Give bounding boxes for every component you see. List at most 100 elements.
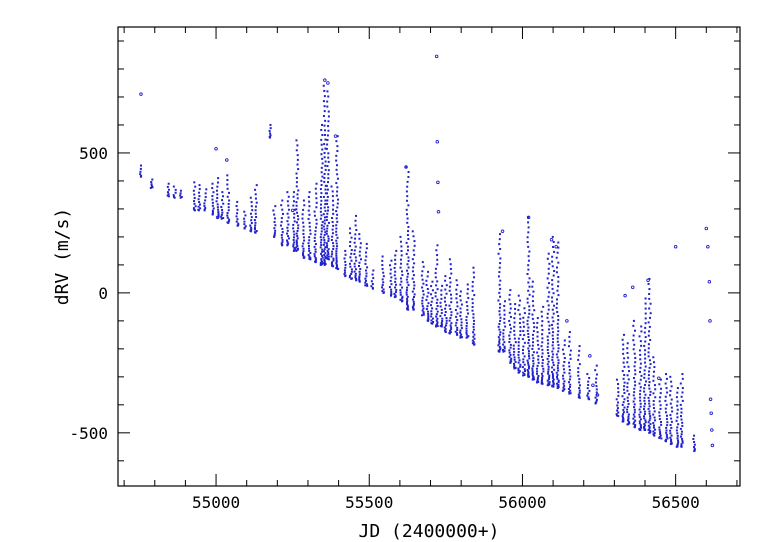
data-point	[623, 365, 626, 368]
data-point	[426, 295, 429, 298]
data-point	[456, 326, 459, 329]
data-point	[323, 222, 326, 225]
data-point	[647, 334, 650, 337]
data-point	[337, 267, 340, 270]
data-point	[615, 414, 618, 417]
data-point	[292, 204, 295, 207]
data-point	[274, 229, 277, 232]
data-point	[295, 246, 298, 249]
data-point	[436, 325, 439, 328]
data-point	[320, 238, 323, 241]
data-point	[324, 255, 327, 258]
data-cluster	[626, 342, 631, 426]
data-point	[586, 373, 589, 376]
data-point	[324, 257, 327, 260]
data-point	[523, 372, 526, 375]
data-point	[315, 197, 318, 200]
data-point	[528, 250, 531, 253]
data-point	[680, 418, 683, 421]
data-cluster	[272, 205, 277, 238]
data-point	[643, 410, 646, 413]
data-point	[294, 248, 297, 251]
data-point	[327, 252, 330, 255]
data-point	[652, 413, 655, 416]
data-point	[547, 295, 550, 298]
data-point	[540, 355, 543, 358]
data-point	[445, 292, 448, 295]
data-point	[371, 286, 374, 289]
data-point	[643, 331, 646, 334]
data-point	[327, 251, 330, 254]
data-point	[335, 256, 338, 259]
data-point	[472, 335, 475, 338]
data-point	[648, 292, 651, 295]
data-point	[528, 293, 531, 296]
data-point	[532, 351, 535, 354]
data-point	[531, 317, 534, 320]
data-point	[320, 183, 323, 186]
data-point	[666, 437, 669, 440]
data-point	[551, 376, 554, 379]
data-point	[320, 214, 323, 217]
data-point	[212, 191, 215, 194]
data-point	[510, 360, 513, 363]
data-point	[551, 279, 554, 282]
data-point	[421, 305, 424, 308]
data-point	[336, 177, 339, 180]
data-point	[644, 357, 647, 360]
data-point	[471, 339, 474, 342]
data-point	[394, 270, 397, 273]
data-point	[622, 377, 625, 380]
data-point	[287, 208, 290, 211]
data-point	[513, 333, 516, 336]
data-point	[353, 262, 356, 265]
data-point	[634, 329, 637, 332]
data-point	[556, 373, 559, 376]
data-point	[327, 95, 330, 98]
data-point	[430, 300, 433, 303]
data-point	[354, 219, 357, 222]
data-point	[220, 213, 223, 216]
data-point	[551, 323, 554, 326]
data-point	[639, 366, 642, 369]
data-point	[509, 307, 512, 310]
data-point	[513, 364, 516, 367]
outlier-point	[139, 92, 143, 96]
data-point	[536, 339, 539, 342]
data-point	[381, 290, 384, 293]
data-point	[217, 208, 220, 211]
data-point	[653, 366, 656, 369]
data-point	[498, 291, 501, 294]
data-point	[531, 300, 534, 303]
data-point	[471, 298, 474, 301]
data-point	[693, 446, 696, 449]
data-point	[381, 267, 384, 270]
data-point	[327, 156, 330, 159]
data-cluster	[172, 185, 177, 199]
data-point	[569, 389, 572, 392]
data-point	[649, 316, 652, 319]
data-point	[466, 305, 469, 308]
data-point	[547, 355, 550, 358]
data-point	[577, 367, 580, 370]
data-point	[649, 415, 652, 418]
data-point	[648, 410, 651, 413]
data-point	[320, 203, 323, 206]
outlier-point	[225, 158, 229, 162]
data-point	[652, 392, 655, 395]
data-point	[551, 373, 554, 376]
data-point	[653, 410, 656, 413]
data-point	[643, 415, 646, 418]
data-point	[555, 382, 558, 385]
data-point	[445, 317, 448, 320]
data-point	[551, 344, 554, 347]
data-cluster	[526, 216, 531, 378]
data-point	[326, 202, 329, 205]
data-point	[499, 295, 502, 298]
data-point	[197, 191, 200, 194]
data-point	[286, 191, 289, 194]
data-point	[643, 373, 646, 376]
data-point	[660, 387, 663, 390]
data-point	[455, 288, 458, 291]
data-point	[235, 205, 238, 208]
